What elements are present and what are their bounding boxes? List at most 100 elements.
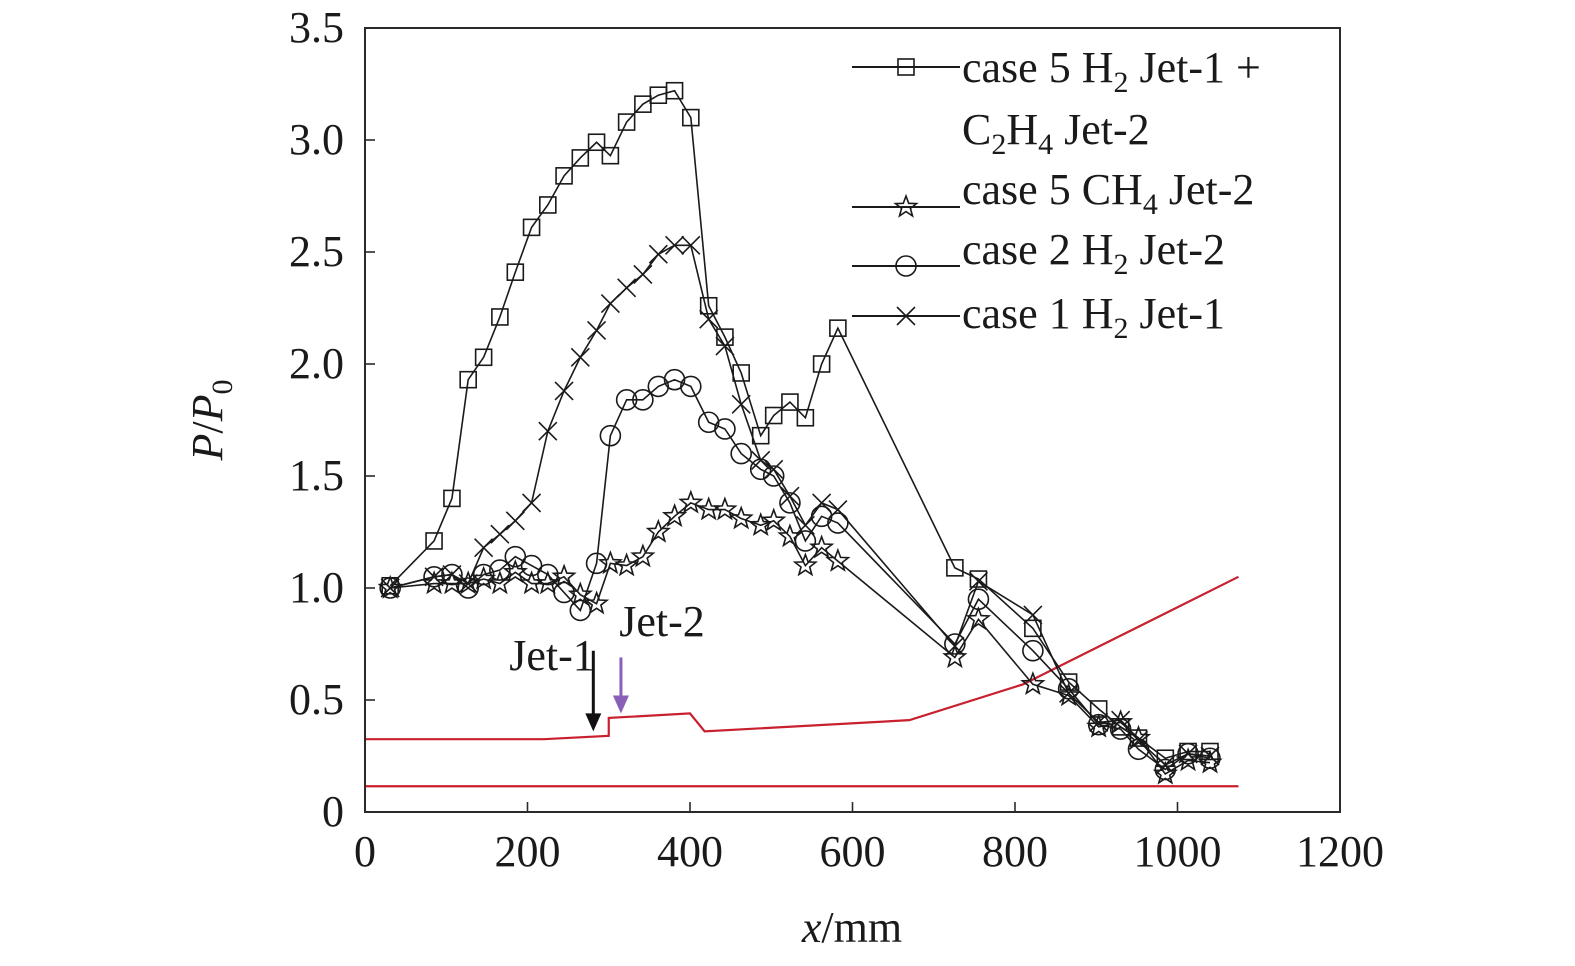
data-point-circle (663, 368, 686, 391)
x-tick-label: 1000 (1134, 827, 1222, 876)
data-point-square (571, 149, 590, 167)
data-point-star (808, 534, 835, 559)
data-point-x (600, 293, 620, 314)
data-point-star (792, 552, 819, 577)
data-point-square (522, 218, 541, 237)
legend-label: case 2 H2 Jet-2 (962, 225, 1225, 281)
data-point-circle (944, 633, 966, 655)
data-point-x (617, 278, 637, 298)
data-point-x (586, 320, 607, 340)
data-point-square (459, 370, 477, 389)
y-tick-label: 3.0 (289, 115, 344, 164)
arrow-head-icon (612, 695, 629, 714)
y-tick-label: 2.0 (289, 339, 344, 388)
data-point-square (1129, 729, 1148, 747)
data-point-circle (1087, 713, 1110, 736)
data-point-circle (779, 492, 801, 514)
x-tick-label: 800 (982, 827, 1048, 876)
annotation-jet-2: Jet-2 (619, 597, 705, 646)
legend-marker-square-icon (897, 58, 915, 76)
x-axis-title: x/mm (801, 903, 902, 952)
legend-item: case 2 H2 Jet-2 (852, 225, 1225, 281)
data-point-star (583, 590, 610, 615)
data-point-square (634, 95, 652, 113)
legend-subscript: 4 (1038, 128, 1053, 161)
data-point-star (695, 496, 722, 521)
data-point-star (825, 547, 851, 572)
series-square (381, 81, 1219, 768)
y-axis-ticks: 0 0.5 1.0 1.5 2.0 2.5 3.0 3.5 (289, 3, 375, 836)
data-point-star (645, 518, 672, 543)
data-point-star (1085, 713, 1112, 738)
y-axis-title-sub: 0 (206, 379, 239, 394)
data-point-x (633, 264, 653, 284)
y-tick-label: 1.0 (289, 563, 344, 612)
data-point-square (506, 263, 525, 281)
y-tick-label: 2.5 (289, 227, 344, 276)
data-point-circle (441, 563, 463, 586)
data-point-x (1128, 730, 1149, 750)
data-point-circle (379, 577, 401, 599)
data-point-circle (967, 588, 990, 611)
x-axis-title-var: x (801, 903, 822, 952)
data-point-x (474, 538, 494, 558)
legend-text-part: Jet-2 (1158, 165, 1255, 214)
data-point-circle (762, 465, 785, 487)
legend-subscript: 4 (1143, 188, 1158, 221)
data-point-star (567, 581, 594, 606)
data-point-star (678, 489, 704, 514)
y-axis-title-p0: P (183, 394, 232, 422)
data-point-circle (489, 559, 511, 581)
legend-marker-x-icon (896, 306, 916, 326)
series-circle (379, 368, 1221, 781)
data-point-star (1125, 724, 1152, 749)
data-point-circle (680, 375, 702, 398)
legend-label: case 1 H2 Jet-1 (962, 289, 1225, 345)
x-tick-label: 200 (495, 827, 561, 876)
legend-item: case 5 H2 Jet-1 +C2H4 Jet-2 (852, 43, 1261, 161)
data-point-x (968, 571, 989, 591)
plot-frame (364, 27, 1341, 813)
legend-label: C2H4 Jet-2 (962, 105, 1150, 161)
annotations: Jet-1 Jet-2 (509, 597, 705, 732)
legend-item: case 1 H2 Jet-1 (852, 289, 1225, 345)
data-point-square (601, 146, 620, 165)
series-layer (377, 81, 1223, 785)
upper-wall-profile (365, 575, 1239, 741)
legend-text-part: case 5 H (962, 43, 1114, 92)
data-point-square (617, 113, 636, 131)
data-point-x (1089, 712, 1109, 732)
annotation-jet-1: Jet-1 (509, 631, 595, 680)
data-point-square (649, 86, 668, 104)
legend-text-part: case 1 H (962, 289, 1114, 338)
data-point-x (1200, 746, 1220, 766)
data-point-star (630, 543, 656, 568)
data-point-x (442, 564, 462, 585)
data-point-square (699, 296, 718, 315)
data-point-x (380, 578, 400, 598)
data-point-circle (794, 530, 817, 552)
data-point-square (491, 308, 509, 326)
data-point-square (587, 133, 606, 152)
data-point-star (728, 505, 754, 530)
data-point-circle (714, 418, 736, 440)
x-axis-title-unit: /mm (821, 903, 902, 952)
data-point-circle (647, 375, 670, 398)
axes (364, 27, 1341, 813)
data-point-circle (520, 554, 543, 577)
data-point-x (715, 336, 735, 356)
data-point-circle (1127, 738, 1150, 761)
data-point-square (425, 532, 443, 550)
data-point-star (760, 507, 787, 532)
y-tick-label: 1.5 (289, 451, 344, 500)
legend-text-part: case 2 H (962, 225, 1114, 274)
data-point-square (665, 81, 684, 100)
data-point-star (377, 574, 403, 599)
data-point-x (521, 493, 542, 513)
data-point-square (969, 570, 988, 588)
data-point-square (474, 348, 493, 367)
data-point-circle (504, 545, 527, 568)
data-point-circle (1154, 758, 1177, 781)
legend-text-part: Jet-2 (1053, 105, 1150, 154)
